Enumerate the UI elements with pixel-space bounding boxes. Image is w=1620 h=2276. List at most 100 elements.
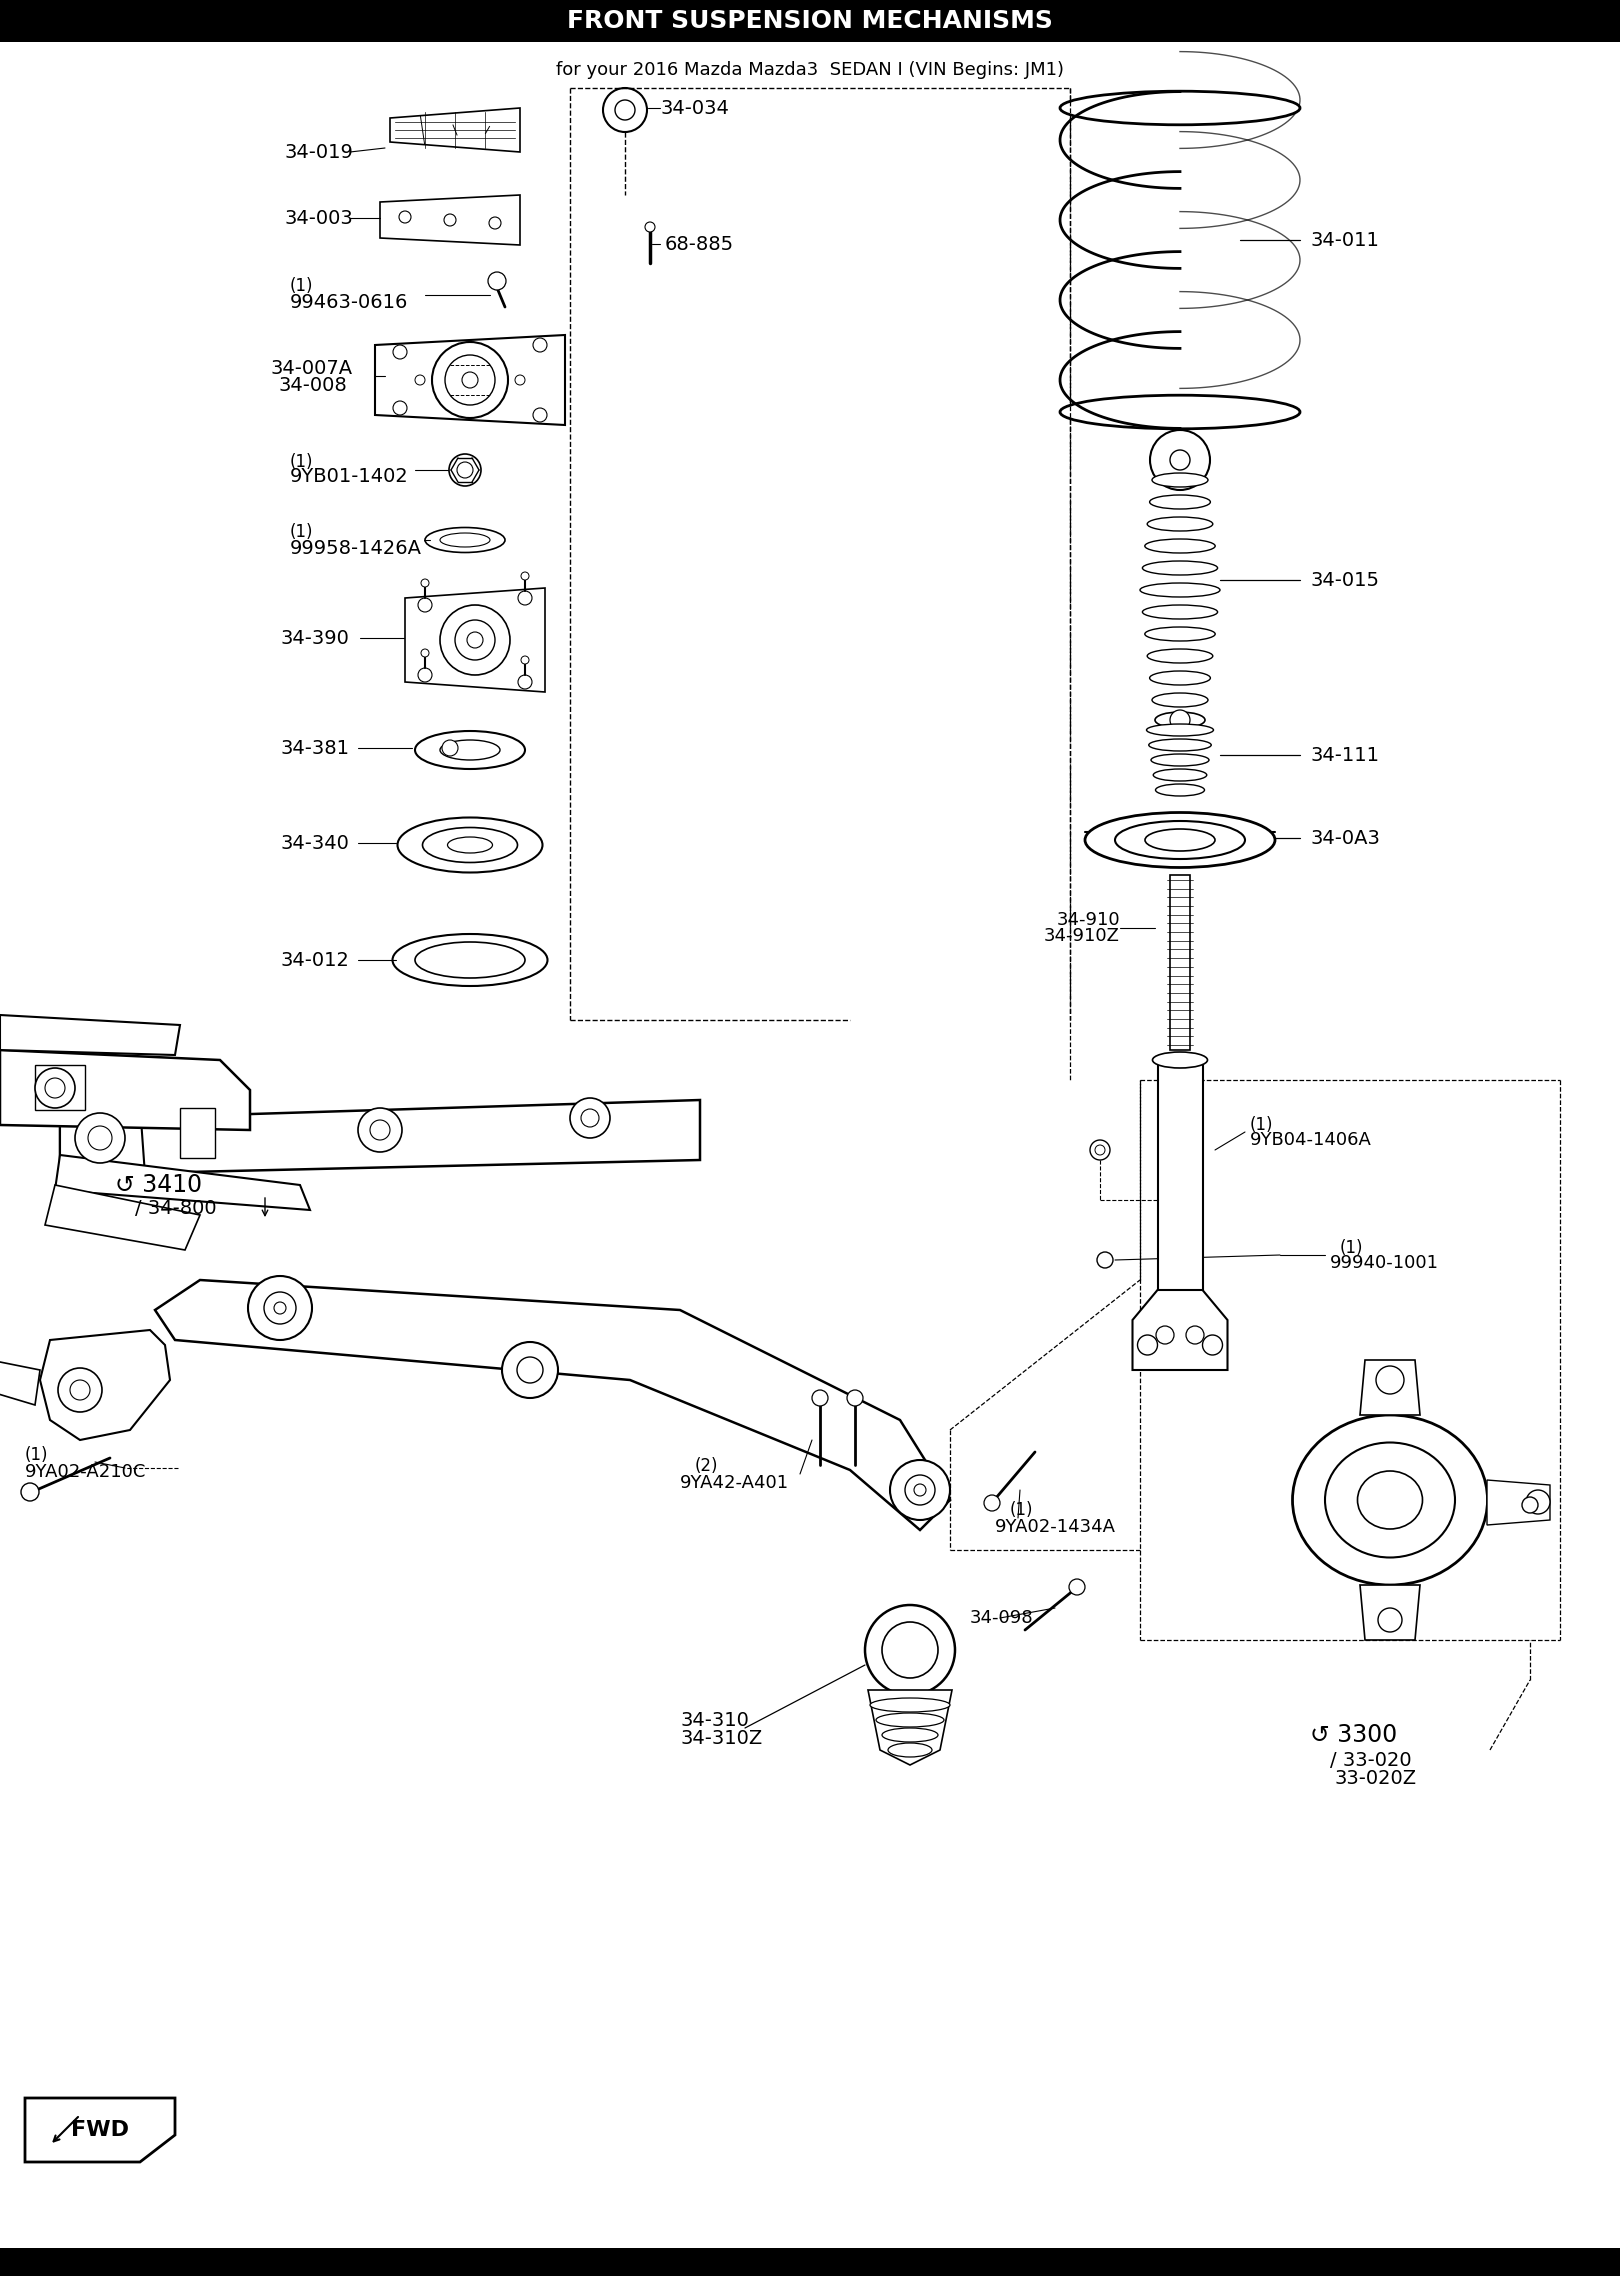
- Circle shape: [274, 1302, 287, 1313]
- Circle shape: [645, 223, 654, 232]
- Bar: [0, 2249, 1620, 2276]
- Polygon shape: [0, 1015, 180, 1056]
- Circle shape: [914, 1484, 927, 1495]
- Circle shape: [433, 341, 509, 419]
- Text: / 33-020: / 33-020: [1330, 1750, 1411, 1768]
- Circle shape: [1170, 451, 1191, 471]
- Polygon shape: [1361, 1584, 1421, 1641]
- Circle shape: [394, 346, 407, 360]
- Circle shape: [369, 1120, 390, 1140]
- Ellipse shape: [1149, 740, 1212, 751]
- Polygon shape: [55, 1154, 309, 1211]
- Ellipse shape: [1147, 649, 1213, 662]
- Polygon shape: [156, 1279, 949, 1529]
- Text: 9YB01-1402: 9YB01-1402: [290, 467, 408, 485]
- FancyBboxPatch shape: [180, 1108, 215, 1158]
- Circle shape: [70, 1379, 91, 1400]
- Text: (1): (1): [24, 1445, 49, 1463]
- Circle shape: [1186, 1327, 1204, 1345]
- Ellipse shape: [1153, 769, 1207, 781]
- Circle shape: [533, 407, 548, 421]
- Ellipse shape: [1152, 692, 1209, 708]
- Polygon shape: [1132, 1290, 1228, 1370]
- Polygon shape: [60, 1099, 146, 1179]
- Ellipse shape: [447, 838, 492, 854]
- Text: 68-885: 68-885: [664, 234, 734, 253]
- Circle shape: [906, 1475, 935, 1504]
- Ellipse shape: [1152, 1052, 1207, 1067]
- Circle shape: [1202, 1336, 1223, 1354]
- Circle shape: [502, 1343, 557, 1397]
- Polygon shape: [390, 107, 520, 152]
- Circle shape: [983, 1495, 1000, 1511]
- Text: 34-003: 34-003: [285, 209, 353, 228]
- Circle shape: [889, 1459, 949, 1520]
- Text: (1): (1): [290, 453, 314, 471]
- Circle shape: [1379, 1609, 1401, 1632]
- Circle shape: [603, 89, 646, 132]
- Ellipse shape: [1155, 712, 1205, 728]
- FancyBboxPatch shape: [1170, 874, 1191, 1049]
- Circle shape: [488, 273, 505, 289]
- Circle shape: [248, 1277, 313, 1341]
- Text: ↺ 3300: ↺ 3300: [1311, 1723, 1396, 1748]
- Polygon shape: [60, 1099, 700, 1174]
- Polygon shape: [40, 1329, 170, 1441]
- Circle shape: [442, 740, 458, 756]
- Text: 9YA42-A401: 9YA42-A401: [680, 1475, 789, 1493]
- Text: / 34-800: / 34-800: [134, 1199, 217, 1218]
- Circle shape: [865, 1605, 956, 1696]
- Circle shape: [455, 619, 496, 660]
- Text: 34-111: 34-111: [1311, 747, 1379, 765]
- Circle shape: [21, 1484, 39, 1500]
- Ellipse shape: [1147, 517, 1213, 530]
- Text: 9YA02-1434A: 9YA02-1434A: [995, 1518, 1116, 1536]
- Circle shape: [36, 1067, 75, 1108]
- Ellipse shape: [441, 533, 489, 546]
- Ellipse shape: [1145, 828, 1215, 851]
- Circle shape: [616, 100, 635, 121]
- Text: 34-015: 34-015: [1311, 571, 1379, 589]
- Text: 34-007A: 34-007A: [271, 360, 352, 378]
- Ellipse shape: [424, 528, 505, 553]
- Circle shape: [847, 1391, 863, 1407]
- Circle shape: [421, 578, 429, 587]
- Circle shape: [58, 1368, 102, 1411]
- Ellipse shape: [1115, 822, 1246, 858]
- Text: 9YB04-1406A: 9YB04-1406A: [1251, 1131, 1372, 1149]
- Text: 99940-1001: 99940-1001: [1330, 1254, 1439, 1272]
- Circle shape: [358, 1108, 402, 1152]
- Text: 34-381: 34-381: [280, 737, 348, 758]
- Circle shape: [457, 462, 473, 478]
- Polygon shape: [381, 196, 520, 246]
- Ellipse shape: [1152, 473, 1209, 487]
- Ellipse shape: [1085, 813, 1275, 867]
- Text: (1): (1): [1251, 1115, 1273, 1133]
- Polygon shape: [1361, 1361, 1421, 1416]
- Circle shape: [1170, 710, 1191, 731]
- Circle shape: [394, 401, 407, 414]
- Polygon shape: [405, 587, 544, 692]
- Ellipse shape: [423, 828, 517, 863]
- Circle shape: [522, 655, 530, 665]
- Ellipse shape: [1140, 583, 1220, 596]
- Circle shape: [1150, 430, 1210, 489]
- Circle shape: [399, 212, 411, 223]
- Circle shape: [418, 667, 433, 683]
- Ellipse shape: [876, 1714, 944, 1727]
- Circle shape: [421, 649, 429, 658]
- Ellipse shape: [1142, 605, 1218, 619]
- Ellipse shape: [1325, 1443, 1455, 1557]
- Circle shape: [1157, 1327, 1174, 1345]
- Polygon shape: [0, 1361, 40, 1404]
- Ellipse shape: [392, 933, 548, 986]
- Circle shape: [1375, 1366, 1405, 1393]
- Text: 34-098: 34-098: [970, 1609, 1034, 1627]
- Circle shape: [446, 355, 496, 405]
- Text: 34-011: 34-011: [1311, 230, 1379, 250]
- Bar: [0, 0, 1620, 41]
- Circle shape: [515, 376, 525, 385]
- Text: 99463-0616: 99463-0616: [290, 294, 408, 312]
- Ellipse shape: [1142, 560, 1218, 576]
- Ellipse shape: [415, 731, 525, 769]
